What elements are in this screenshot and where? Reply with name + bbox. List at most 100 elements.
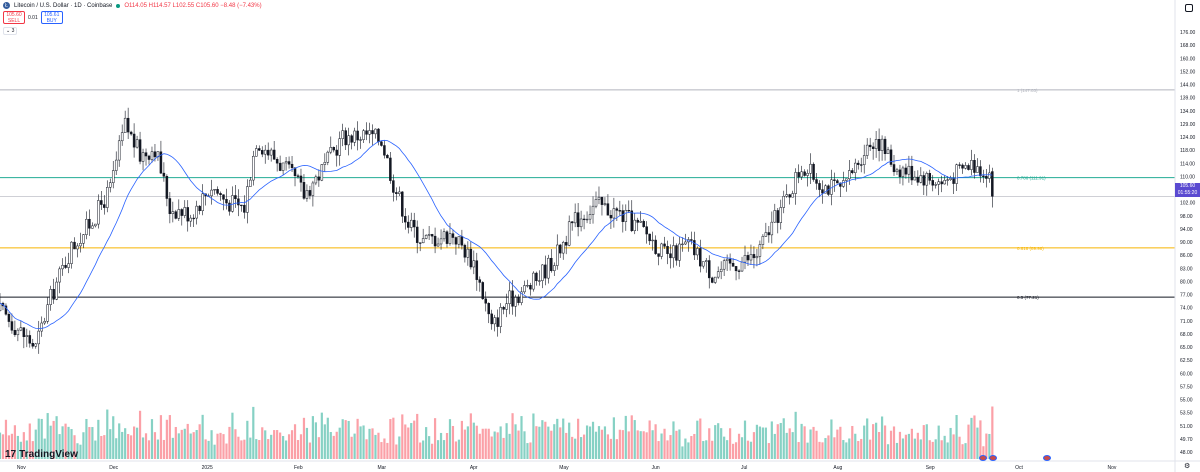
volume-bar: [630, 415, 633, 459]
volume-bar: [562, 418, 565, 459]
price-tick-label: 53.50: [1180, 411, 1193, 417]
volume-bar: [347, 420, 350, 459]
price-tick-label: 160.00: [1180, 56, 1196, 62]
volume-bar: [350, 436, 353, 459]
volume-bar: [717, 423, 720, 459]
volume-bar: [770, 421, 773, 459]
volume-bar: [386, 442, 389, 459]
candle-body: [636, 219, 639, 223]
candle-body: [609, 214, 613, 219]
volume-bar: [556, 418, 559, 459]
volume-bar: [815, 430, 818, 459]
candle-body: [612, 208, 616, 219]
candle-body: [862, 155, 866, 165]
candle-body: [621, 210, 625, 222]
volume-bar: [904, 434, 908, 459]
candle-body: [290, 163, 294, 168]
volume-bar: [776, 424, 779, 459]
volume-bar: [25, 440, 28, 459]
candle-body: [856, 162, 860, 165]
candle-body: [615, 208, 619, 211]
candle-body: [913, 176, 917, 181]
fullscreen-icon[interactable]: [1185, 4, 1193, 12]
volume-bar: [153, 432, 157, 459]
volume-bar: [243, 439, 246, 459]
candle-body: [475, 260, 479, 280]
candle-body: [162, 172, 166, 177]
candle-body: [511, 290, 514, 307]
price-tick-label: 80.00: [1180, 279, 1193, 285]
candle-body: [189, 217, 192, 222]
candle-body: [934, 184, 937, 186]
volume-bar: [657, 441, 660, 459]
candle-body: [597, 196, 601, 200]
candle-body: [561, 242, 565, 254]
volume-bar: [666, 440, 669, 459]
candle-body: [478, 279, 482, 283]
candle-body: [243, 204, 246, 213]
candle-body: [147, 155, 151, 160]
candle-body: [269, 149, 273, 156]
candle-body: [529, 284, 532, 290]
volume-bar: [76, 443, 79, 459]
candle-body: [588, 214, 592, 220]
volume-bar: [985, 433, 988, 459]
time-tick-label: Feb: [294, 465, 303, 471]
price-tick-label: 176.00: [1180, 30, 1196, 36]
price-tick-label: 51.00: [1180, 424, 1193, 430]
chart-settings-gear-icon[interactable]: ⚙: [1184, 463, 1191, 470]
price-tick-label: 144.00: [1180, 83, 1196, 89]
volume-bar: [910, 428, 913, 459]
volume-bar: [180, 429, 183, 459]
candle-body: [433, 235, 437, 247]
time-axis[interactable]: Nov Dec 2025 Feb Mar Apr May Jun Jul Aug Sep Oct Nov: [0, 460, 1200, 471]
candle-body: [740, 261, 744, 272]
event-flag-icon[interactable]: [989, 455, 997, 461]
candle-body: [171, 211, 175, 214]
candle-body: [672, 245, 675, 259]
volume-bar: [961, 444, 964, 459]
volume-bar: [234, 429, 237, 459]
volume-bar: [854, 433, 857, 459]
volume-bar: [970, 417, 973, 459]
price-tick-label: 68.00: [1180, 332, 1193, 338]
event-flag-icon[interactable]: [979, 455, 987, 461]
price-axis[interactable]: 176.00 168.00 160.00 152.00 144.00 139.00 134.…: [1174, 0, 1196, 472]
candle-body: [696, 248, 699, 256]
candle-body: [106, 187, 109, 208]
volume-bar: [603, 426, 607, 459]
candle-body: [114, 159, 118, 171]
candle-body: [520, 291, 523, 303]
volume-bar: [195, 430, 198, 459]
candle-body: [144, 152, 148, 157]
volume-bar: [264, 430, 267, 459]
tradingview-logo[interactable]: 17 TradingView: [5, 449, 78, 460]
fibonacci-levels[interactable]: 1 (147.03) 0.786 (111.91) 0.618 (89.98) 0.5…: [0, 88, 1175, 300]
volume-bar: [967, 424, 970, 459]
candle-body: [222, 194, 225, 200]
candle-body: [937, 181, 940, 185]
candle-body: [454, 237, 458, 245]
time-tick-label: 2025: [202, 465, 213, 471]
candle-body: [991, 171, 994, 197]
event-flag-icon[interactable]: [1043, 455, 1051, 461]
volume-bar: [112, 416, 115, 459]
volume-bar: [222, 434, 225, 459]
buy-button[interactable]: 105.61 BUY: [40, 11, 63, 24]
candle-body: [594, 199, 598, 207]
candle-body: [788, 194, 791, 198]
volume-bar: [106, 409, 109, 459]
candle-body: [132, 133, 136, 148]
candle-body: [436, 243, 440, 247]
volume-bar: [329, 432, 332, 459]
sell-button[interactable]: 105.60 SELL: [3, 11, 25, 24]
volume-bar: [383, 438, 386, 459]
price-tick-label: 98.00: [1180, 214, 1193, 220]
candle-body: [707, 260, 711, 279]
volume-bar: [0, 432, 2, 459]
symbol-title[interactable]: Litecoin / U.S. Dollar · 1D · Coinbase: [14, 2, 113, 9]
indicators-toggle[interactable]: ⌄ 3: [3, 27, 18, 35]
volume-bar: [204, 439, 207, 459]
volume-bar: [135, 427, 139, 459]
